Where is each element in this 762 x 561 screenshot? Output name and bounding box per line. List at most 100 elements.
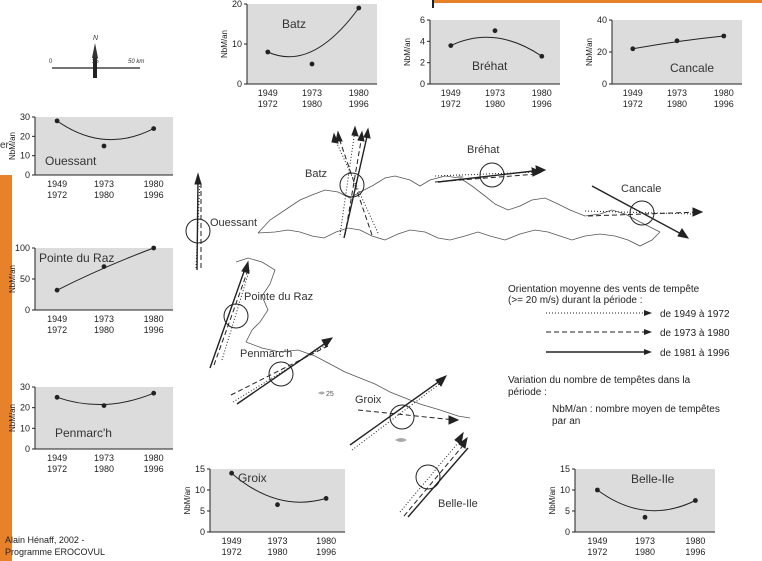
chart-y-axis-label: NbM/an (220, 30, 229, 58)
scale-label-50: 50 km (128, 59, 144, 65)
chart-x-tick-label: 1973 (635, 536, 655, 546)
chart-x-tick-label: 1980 (94, 325, 114, 335)
wind-arrows-penmarch (230, 337, 334, 405)
map-label-belle-ile: Belle-Ile (438, 498, 478, 510)
chart-x-tick-label: 1949 (441, 88, 461, 98)
north-arrow-icon (92, 43, 98, 58)
site-marker-penmarch (268, 361, 294, 387)
scale-label-25: 25 (92, 59, 99, 65)
map-label-pointe-du-raz: Pointe du Raz (244, 291, 313, 303)
chart-x-tick-label: 1973 (267, 536, 287, 546)
chart-y-tick-label: 20 (20, 131, 30, 141)
chart-data-point (54, 394, 60, 400)
chart-series-line (267, 7, 360, 58)
chart-data-point (151, 126, 157, 131)
chart-data-point (229, 470, 235, 476)
chart-x-tick-label: 1980 (485, 99, 505, 109)
chart-data-point (448, 43, 454, 48)
map-small-label: 25 (326, 391, 334, 398)
chart-data-point (674, 38, 680, 44)
chart-y-tick-label: 0 (200, 527, 205, 537)
chart-y-tick-label: 6 (420, 15, 425, 25)
credit-line2: Programme EROCOVUL (5, 547, 105, 557)
chart-y-tick-label: 10 (20, 151, 30, 161)
chart-plot-area (35, 248, 173, 310)
chart-y-tick-label: 2 (420, 58, 425, 68)
chart-y-tick-label: 20 (232, 0, 242, 9)
chart-data-point (309, 61, 315, 67)
north-arrow: N 0 25 50 km (49, 35, 144, 78)
wind-arrows-batz (331, 125, 379, 239)
map-label-ouessant: Ouessant (210, 217, 257, 229)
chart-data-point (595, 487, 600, 493)
chart-data-point (54, 118, 60, 124)
map-label-penmarch: Penmarc'h (240, 348, 292, 360)
chart-data-point (539, 53, 545, 59)
chart-y-tick-label: 0 (25, 170, 30, 180)
chart-x-tick-label: 1949 (47, 453, 67, 463)
wind-arrows-pointe-du-raz (209, 260, 251, 369)
chart-y-tick-label: 10 (232, 39, 242, 49)
chart-x-tick-label: 1949 (587, 536, 607, 546)
chart-y-tick-label: 5 (565, 506, 570, 516)
chart-x-tick-label: 1980 (532, 88, 552, 98)
chart-x-tick-label: 1996 (532, 99, 552, 109)
chart-y-tick-label: 4 (420, 36, 425, 46)
chart-x-tick-label: 1996 (316, 547, 336, 557)
chart-x-tick-label: 1996 (144, 325, 164, 335)
legend-period-1: de 1949 à 1972 (660, 309, 730, 320)
chart-data-point (101, 264, 107, 269)
chart-y-tick-label: 30 (20, 112, 30, 122)
chart-site-title: Penmarc'h (55, 426, 112, 440)
chart-y-tick-label: 5 (200, 506, 205, 516)
chart-y-axis-label: NbM/an (183, 486, 192, 514)
chart-y-tick-label: 0 (237, 79, 242, 89)
chart-data-point (101, 143, 107, 149)
chart-data-point (356, 5, 362, 11)
wind-arrows-cancale (584, 185, 704, 239)
map-label-cancale: Cancale (621, 183, 661, 195)
chart-x-tick-label: 1949 (222, 536, 242, 546)
north-label: N (93, 35, 99, 42)
chart-y-tick-label: 40 (597, 15, 607, 25)
chart-x-tick-label: 1973 (485, 88, 505, 98)
chart-y-tick-label: 20 (20, 403, 30, 413)
chart-data-point (693, 498, 698, 503)
chart-x-tick-label: 1973 (302, 88, 322, 98)
chart-site-title: Belle-Ile (631, 472, 675, 486)
chart-x-tick-label: 1972 (623, 99, 643, 109)
chart-pointe-du-raz: 050100NbM/an194919721973198019801996Poin… (8, 243, 173, 335)
chart-data-point (54, 287, 60, 293)
chart-data-point (642, 514, 648, 520)
chart-site-title: Ouessant (45, 154, 97, 168)
chart-x-tick-label: 1949 (47, 314, 67, 324)
chart-x-tick-label: 1980 (635, 547, 655, 557)
wind-arrows-brehat (434, 165, 547, 183)
chart-site-title: Pointe du Raz (39, 251, 114, 265)
credit-line1: Alain Hénaff, 2002 - (5, 535, 84, 545)
chart-y-tick-label: 0 (602, 79, 607, 89)
legend-title-line2: (>= 20 m/s) durant la période : (508, 295, 643, 306)
island-shape (318, 391, 325, 395)
chart-y-tick-label: 0 (25, 444, 30, 454)
map-label-brehat: Bréhat (467, 144, 499, 156)
chart-y-tick-label: 0 (25, 305, 30, 315)
chart-data-point (275, 502, 280, 508)
chart-series-line (231, 472, 327, 503)
chart-x-tick-label: 1996 (685, 547, 705, 557)
chart-y-tick-label: 0 (420, 79, 425, 89)
chart-y-tick-label: 0 (565, 527, 570, 537)
chart-data-point (323, 496, 329, 501)
island-shape (395, 438, 407, 442)
chart-x-tick-label: 1972 (441, 99, 461, 109)
wind-arrows-belle-ile (399, 431, 469, 518)
chart-data-point (151, 390, 157, 396)
chart-y-tick-label: 30 (20, 382, 30, 392)
chart-site-title: Batz (282, 17, 306, 31)
scale-label-0: 0 (49, 59, 53, 65)
chart-x-tick-label: 1980 (714, 88, 734, 98)
island-shape (456, 175, 464, 179)
chart-x-tick-label: 1996 (144, 190, 164, 200)
